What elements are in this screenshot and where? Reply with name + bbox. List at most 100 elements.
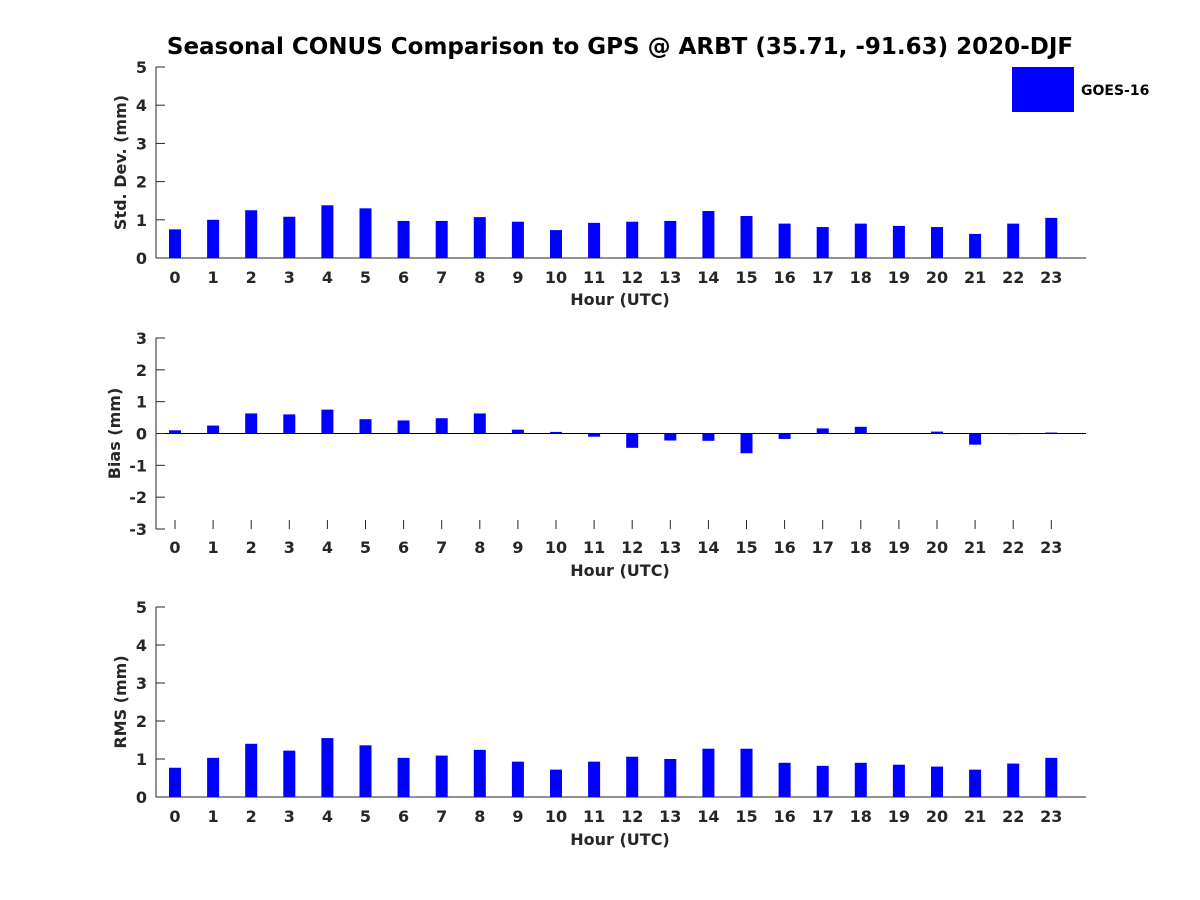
bar-hour-11 (588, 222, 601, 258)
x-tick-label: 4 (322, 268, 333, 287)
bar-hour-19 (892, 225, 905, 258)
x-tick-label: 14 (697, 268, 719, 287)
x-tick-label: 10 (545, 538, 567, 557)
bar-hour-14 (702, 748, 715, 797)
bar-hour-4 (321, 205, 334, 258)
y-tick-label: 4 (136, 96, 147, 115)
bar-hour-2 (245, 743, 258, 797)
bar-hour-3 (283, 750, 296, 797)
bar-hour-2 (245, 210, 258, 258)
bar-hour-22 (1007, 763, 1020, 797)
x-tick-label: 20 (926, 807, 948, 826)
bar-hour-21 (969, 769, 982, 797)
bar-hour-21 (969, 433, 982, 445)
bar-hour-1 (207, 425, 220, 434)
x-tick-label: 3 (284, 538, 295, 557)
x-tick-label: 23 (1040, 538, 1062, 557)
x-tick-label: 18 (850, 268, 872, 287)
y-tick-label: 3 (136, 674, 147, 693)
bar-hour-9 (511, 429, 524, 434)
x-tick-label: 21 (964, 538, 986, 557)
bar-hour-9 (511, 221, 524, 258)
x-tick-label: 12 (621, 268, 643, 287)
bar-hour-1 (207, 219, 220, 258)
x-tick-label: 0 (169, 807, 180, 826)
x-tick-label: 13 (659, 538, 681, 557)
x-tick-label: 7 (436, 807, 447, 826)
bar-hour-20 (931, 227, 943, 258)
x-tick-label: 16 (773, 538, 795, 557)
bar-hour-8 (473, 217, 486, 258)
x-tick-label: 6 (398, 807, 409, 826)
y-tick-label: -1 (129, 456, 147, 475)
y-tick-label: 5 (136, 58, 147, 77)
bar-hour-13 (664, 759, 677, 797)
y-tick-label: 2 (136, 173, 147, 192)
x-tick-label: 21 (964, 807, 986, 826)
y-axis-label: RMS (mm) (111, 655, 130, 748)
x-tick-label: 3 (284, 807, 295, 826)
y-tick-label: 0 (136, 425, 147, 444)
bar-hour-23 (1045, 432, 1058, 434)
x-tick-label: 11 (583, 807, 605, 826)
x-tick-label: 10 (545, 268, 567, 287)
y-tick-label: 1 (136, 750, 147, 769)
bar-hour-23 (1045, 217, 1058, 258)
bar-hour-9 (511, 761, 524, 797)
bar-hour-15 (740, 215, 753, 258)
x-tick-label: 12 (621, 807, 643, 826)
legend-swatch (1012, 67, 1074, 112)
bar-hour-13 (664, 220, 677, 258)
x-axis-label: Hour (UTC) (570, 561, 670, 580)
bar-hour-5 (359, 745, 372, 797)
x-tick-label: 13 (659, 268, 681, 287)
bar-hour-4 (321, 409, 334, 434)
bar-hour-10 (550, 230, 562, 258)
bar-hour-23 (1045, 757, 1058, 797)
bar-hour-16 (778, 433, 791, 439)
bar-hour-3 (283, 216, 296, 258)
x-axis-label: Hour (UTC) (570, 290, 670, 309)
legend: GOES-16 (1012, 67, 1149, 112)
x-tick-label: 7 (436, 538, 447, 557)
bar-hour-6 (397, 220, 410, 258)
x-tick-label: 9 (512, 807, 523, 826)
x-tick-label: 3 (284, 268, 295, 287)
y-tick-label: 3 (136, 134, 147, 153)
bar-hour-19 (892, 764, 905, 797)
x-tick-label: 2 (246, 538, 257, 557)
legend-label: GOES-16 (1081, 83, 1149, 99)
y-axis-label: Std. Dev. (mm) (111, 95, 130, 230)
bar-hour-21 (969, 233, 982, 258)
y-tick-label: -2 (129, 488, 147, 507)
bar-hour-17 (816, 428, 829, 434)
bar-hour-7 (435, 418, 448, 434)
x-tick-label: 10 (545, 807, 567, 826)
bar-hour-18 (854, 223, 867, 258)
bar-hour-18 (854, 762, 867, 797)
bar-hour-14 (702, 433, 715, 441)
x-tick-label: 21 (964, 268, 986, 287)
y-tick-label: 0 (136, 788, 147, 807)
bar-hour-12 (626, 433, 639, 448)
bar-hour-10 (550, 431, 562, 434)
x-tick-label: 15 (735, 807, 757, 826)
x-tick-label: 9 (512, 538, 523, 557)
x-tick-label: 6 (398, 268, 409, 287)
x-tick-label: 4 (322, 538, 333, 557)
x-tick-label: 8 (474, 268, 485, 287)
x-tick-label: 23 (1040, 807, 1062, 826)
bar-hour-16 (778, 223, 791, 258)
bar-hour-5 (359, 419, 372, 434)
x-tick-label: 19 (888, 268, 910, 287)
y-tick-label: 0 (136, 249, 147, 268)
x-tick-label: 20 (926, 538, 948, 557)
bar-hour-12 (626, 756, 639, 797)
y-tick-label: 3 (136, 329, 147, 348)
x-tick-label: 8 (474, 538, 485, 557)
bar-hour-15 (740, 748, 753, 797)
